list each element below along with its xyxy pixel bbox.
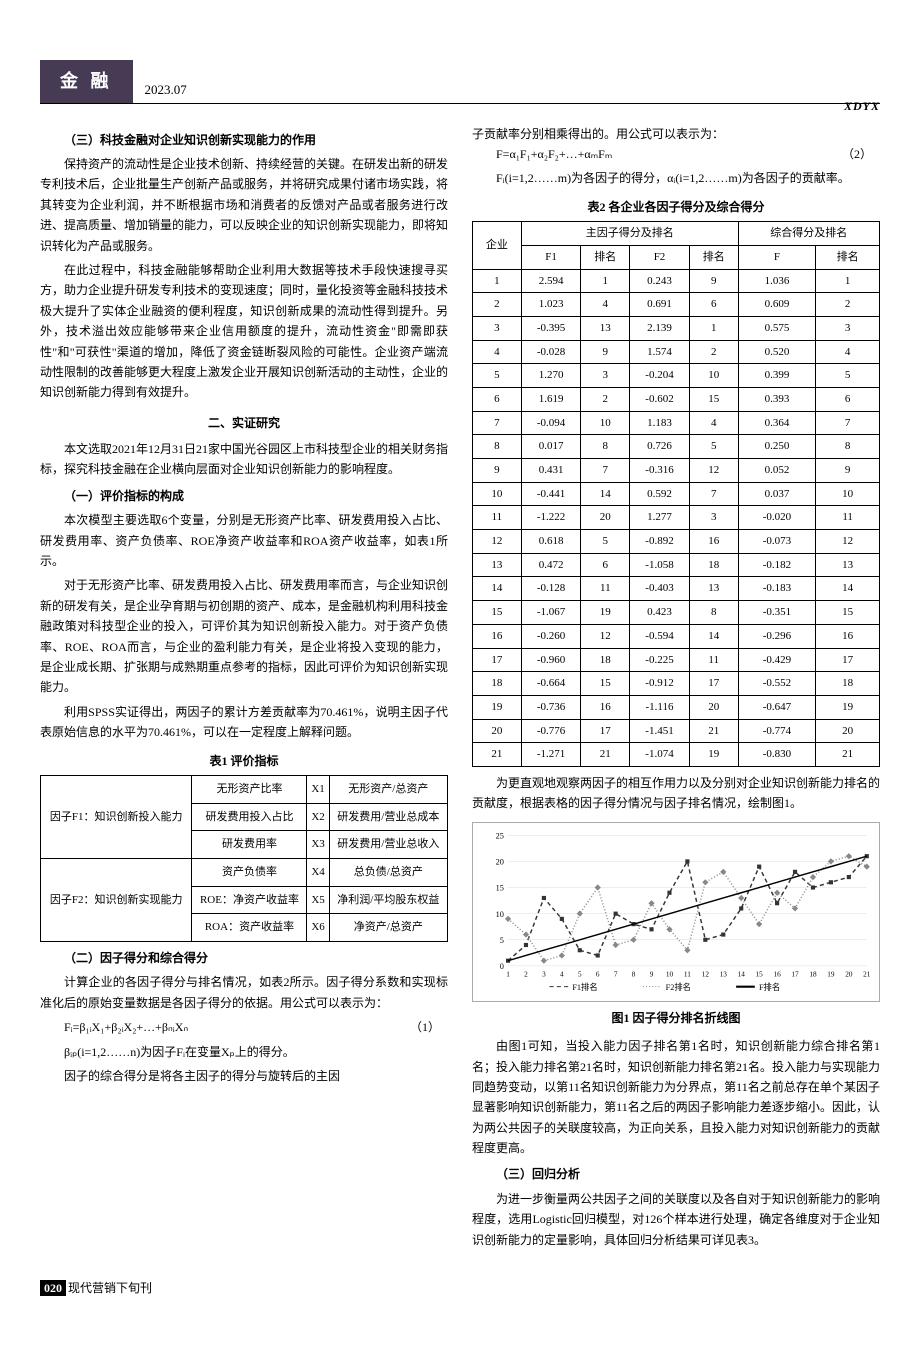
svg-text:18: 18: [809, 970, 817, 978]
svg-text:16: 16: [773, 970, 781, 978]
equation-number: （2）: [818, 144, 880, 164]
subsection-title: （二）因子得分和综合得分: [40, 948, 448, 968]
svg-text:10: 10: [666, 970, 674, 978]
body-paragraph: 在此过程中，科技金融能够帮助企业利用大数据等技术手段快速搜寻买方，助力企业提升研…: [40, 260, 448, 403]
page-footer: 020现代营销下旬刊: [40, 1278, 880, 1298]
body-paragraph: 为更直观地观察两因子的相互作用力以及分别对企业知识创新能力排名的贡献度，根据表格…: [472, 773, 880, 814]
svg-text:25: 25: [496, 831, 504, 840]
svg-text:17: 17: [791, 970, 799, 978]
figure-caption: 图1 因子得分排名折线图: [472, 1008, 880, 1028]
body-paragraph: βᵢₚ(i=1,2……n)为因子Fᵢ在变量Xₚ上的得分。: [40, 1042, 448, 1062]
svg-text:20: 20: [845, 970, 853, 978]
section-heading: 二、实证研究: [40, 413, 448, 433]
svg-text:11: 11: [684, 970, 691, 978]
svg-text:14: 14: [738, 970, 746, 978]
left-column: （三）科技金融对企业知识创新实现能力的作用 保持资产的流动性是企业技术创新、持续…: [40, 124, 448, 1254]
body-paragraph: 因子的综合得分是将各主因子的得分与旋转后的主因: [40, 1066, 448, 1086]
body-paragraph: 计算企业的各因子得分与排名情况，如表2所示。因子得分系数和实现标准化后的原始变量…: [40, 972, 448, 1013]
chart-svg: 0510152025123456789101112131415161718192…: [479, 829, 873, 995]
svg-text:F2排名: F2排名: [666, 982, 691, 992]
subsection-title: （一）评价指标的构成: [40, 486, 448, 506]
svg-text:13: 13: [720, 970, 728, 978]
body-paragraph: 本文选取2021年12月31日21家中国光谷园区上市科技型企业的相关财务指标，探…: [40, 439, 448, 480]
svg-text:8: 8: [632, 970, 636, 978]
table-caption: 表2 各企业各因子得分及综合得分: [472, 197, 880, 217]
section-label: 金 融: [40, 60, 133, 103]
body-paragraph: Fᵢ(i=1,2……m)为各因子的得分，αᵢ(i=1,2……m)为各因子的贡献率…: [472, 168, 880, 188]
svg-text:4: 4: [560, 970, 564, 978]
svg-text:2: 2: [524, 970, 528, 978]
body-paragraph: 由图1可知，当投入能力因子排名第1名时，知识创新能力综合排名第1名；投入能力排名…: [472, 1036, 880, 1158]
svg-text:15: 15: [496, 883, 504, 892]
body-paragraph: 对于无形资产比率、研发费用投入占比、研发费用率而言，与企业知识创新的研发有关，是…: [40, 575, 448, 697]
issue-date: 2023.07: [145, 79, 187, 103]
journal-name: 现代营销下旬刊: [68, 1281, 152, 1295]
subsection-title: （三）回归分析: [472, 1164, 880, 1184]
subsection-title: （三）科技金融对企业知识创新实现能力的作用: [40, 130, 448, 150]
svg-text:F排名: F排名: [759, 982, 780, 992]
equation: Fᵢ=β₁ᵢX₁+β₂ᵢX₂+…+βₙᵢXₙ （1）: [40, 1017, 448, 1037]
equation-body: Fᵢ=β₁ᵢX₁+β₂ᵢX₂+…+βₙᵢXₙ: [64, 1020, 188, 1034]
svg-text:7: 7: [614, 970, 618, 978]
journal-code: XDYX: [844, 96, 880, 116]
svg-text:15: 15: [756, 970, 764, 978]
svg-text:1: 1: [506, 970, 510, 978]
body-paragraph: 保持资产的流动性是企业技术创新、持续经营的关键。在研发出新的研发专利技术后，企业…: [40, 154, 448, 256]
body-paragraph: 为进一步衡量两公共因子之间的关联度以及各自对于知识创新能力的影响程度，选用Log…: [472, 1189, 880, 1250]
svg-text:9: 9: [650, 970, 654, 978]
svg-text:0: 0: [500, 962, 504, 971]
scores-table: 企业主因子得分及排名综合得分及排名F1排名F2排名F排名12.59410.243…: [472, 221, 880, 767]
svg-text:20: 20: [496, 857, 504, 866]
table-caption: 表1 评价指标: [40, 751, 448, 771]
ranking-chart: 0510152025123456789101112131415161718192…: [472, 822, 880, 1002]
svg-text:3: 3: [542, 970, 546, 978]
indicators-table: 因子F1：知识创新投入能力无形资产比率X1无形资产/总资产研发费用投入占比X2研…: [40, 775, 448, 942]
svg-text:5: 5: [500, 936, 504, 945]
svg-text:12: 12: [702, 970, 710, 978]
svg-text:6: 6: [596, 970, 600, 978]
svg-text:21: 21: [863, 970, 871, 978]
svg-text:19: 19: [827, 970, 835, 978]
body-paragraph: 子贡献率分别相乘得出的。用公式可以表示为：: [472, 124, 880, 144]
svg-text:5: 5: [578, 970, 582, 978]
body-paragraph: 利用SPSS实证得出，两因子的累计方差贡献率为70.461%，说明主因子代表原始…: [40, 702, 448, 743]
equation: F=α₁F₁+α₂F₂+…+αₘFₘ （2）: [472, 144, 880, 164]
right-column: 子贡献率分别相乘得出的。用公式可以表示为： F=α₁F₁+α₂F₂+…+αₘFₘ…: [472, 124, 880, 1254]
equation-body: F=α₁F₁+α₂F₂+…+αₘFₘ: [496, 147, 612, 161]
svg-text:F1排名: F1排名: [572, 982, 597, 992]
page-header: 金 融 2023.07 XDYX: [40, 60, 880, 104]
body-paragraph: 本次模型主要选取6个变量，分别是无形资产比率、研发费用投入占比、研发费用率、资产…: [40, 510, 448, 571]
page-number: 020: [40, 1280, 66, 1296]
svg-text:10: 10: [496, 910, 504, 919]
equation-number: （1）: [386, 1017, 448, 1037]
